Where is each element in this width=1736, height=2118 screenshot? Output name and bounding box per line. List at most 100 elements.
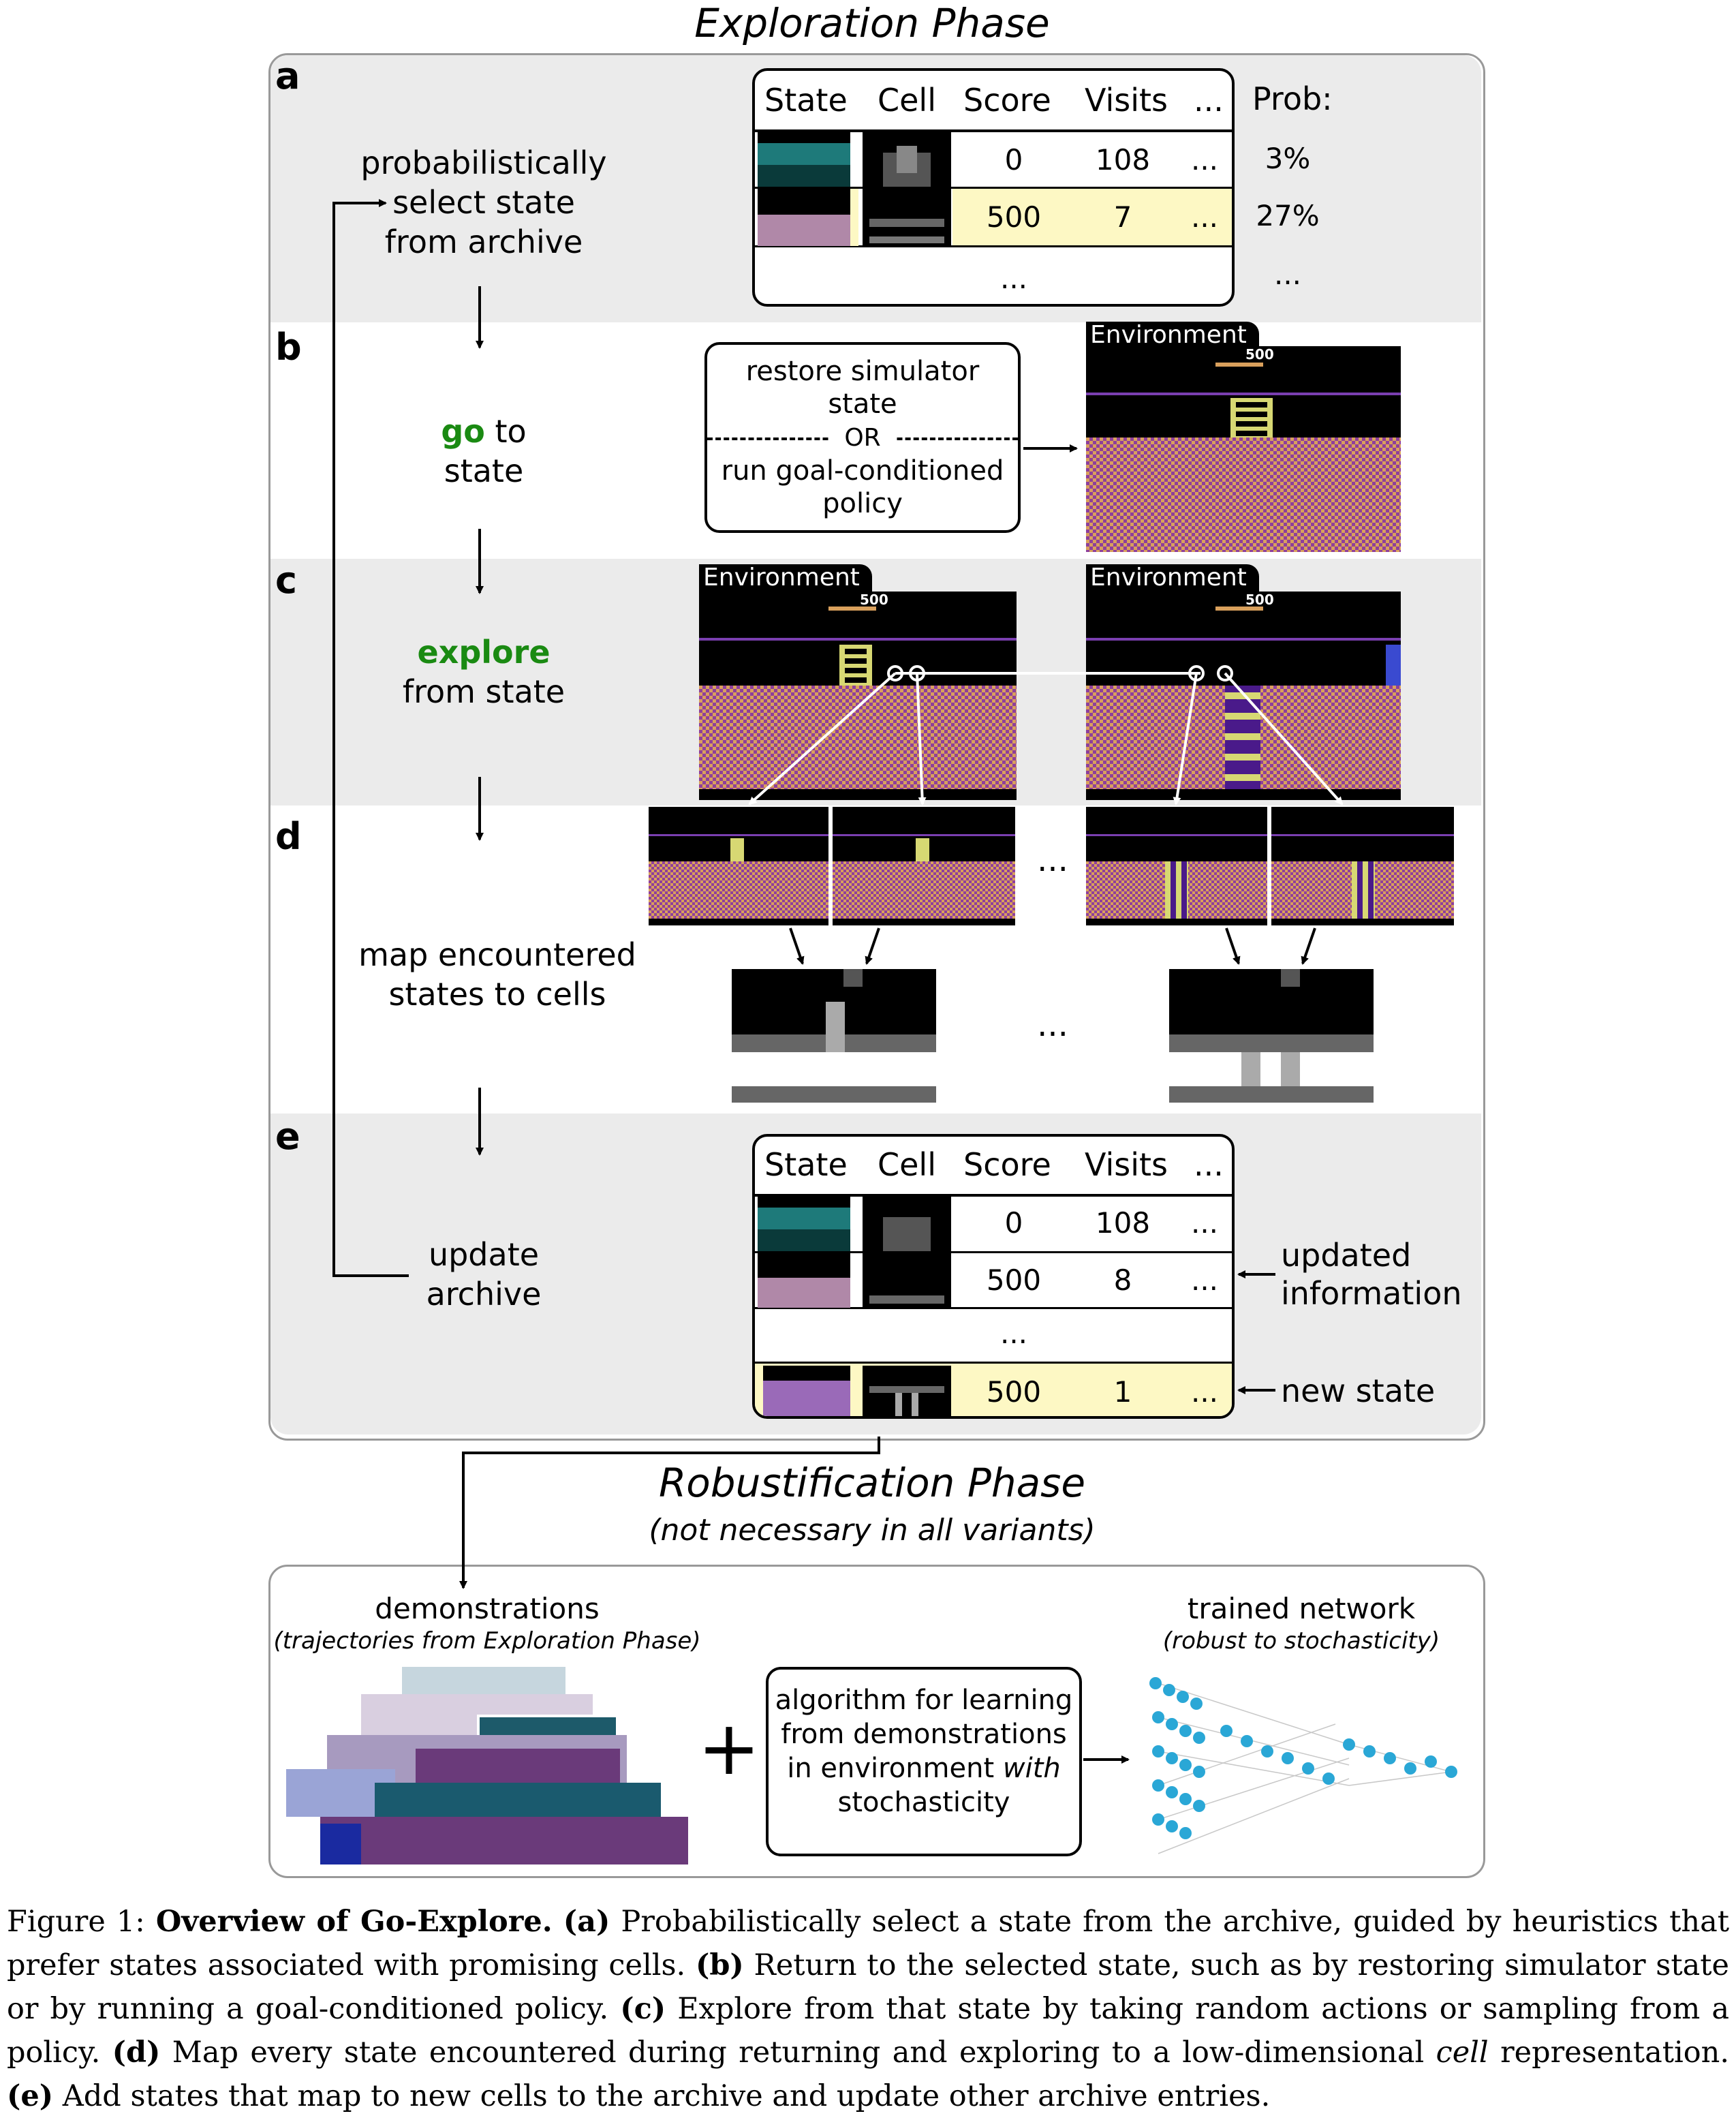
row1-more: ...: [1190, 143, 1219, 176]
explore-branch: [916, 673, 927, 805]
cell-thumbnail: [863, 189, 951, 246]
row3-score: 500: [986, 1375, 1042, 1409]
new-state-note: new state: [1281, 1372, 1436, 1409]
demonstrations-sublabel: (trajectories from Exploration Phase): [273, 1627, 701, 1655]
caption-title: Overview of Go-Explore.: [155, 1905, 553, 1939]
step-letter-a: a: [275, 55, 300, 97]
caption-d-cell: cell: [1436, 2036, 1489, 2070]
demonstrations-collage: [286, 1660, 688, 1867]
loop-arrow: [332, 199, 409, 1277]
algo-line1: algorithm for learning: [775, 1685, 1073, 1716]
explore-node: [1217, 665, 1233, 681]
network-nodes: [1149, 1677, 1457, 1839]
step-a-label: probabilistically select state from arch…: [360, 144, 607, 260]
prob-row2: 27%: [1256, 199, 1320, 232]
row1-visits: 108: [1095, 143, 1151, 176]
header-score: Score: [963, 82, 1051, 119]
state-thumbnail: [758, 1197, 850, 1251]
env-frame-b: 500: [1086, 346, 1401, 552]
cells-ellipsis: ...: [1037, 1006, 1068, 1044]
env-tab-c-left: Environment: [699, 564, 872, 592]
frame-to-cell: [789, 927, 805, 965]
trained-network-label: trained network: [1187, 1592, 1416, 1625]
go-word: go: [441, 413, 485, 450]
table-tail: ...: [999, 262, 1028, 295]
cell-repr-left: [732, 969, 936, 1105]
prob-header: Prob:: [1252, 80, 1333, 117]
header-state: State: [764, 82, 848, 119]
step-letter-b: b: [275, 326, 302, 369]
caption-d-text2: representation.: [1488, 2036, 1730, 2070]
step-letter-e: e: [275, 1115, 300, 1158]
goto-line4: policy: [822, 488, 903, 519]
cell-thumbnail: [863, 1253, 951, 1308]
caption-d-tag: (d): [112, 2036, 161, 2070]
checker-floor: [1086, 438, 1401, 552]
caption-e-tag: (e): [7, 2079, 54, 2113]
cell-thumbnail: [863, 1366, 951, 1416]
explore-node: [887, 665, 903, 681]
row2-visits: 8: [1113, 1263, 1132, 1297]
caption-c-text: Explore from that state by taking random…: [7, 1992, 1729, 2070]
neural-network: [1158, 1683, 1452, 1854]
row1-visits: 108: [1095, 1206, 1151, 1240]
row1-score: 0: [1004, 1206, 1023, 1240]
caption-c-tag: (c): [620, 1992, 666, 2026]
env-tab-c-right: Environment: [1086, 564, 1259, 592]
goto-line3: run goal-conditioned: [721, 455, 1004, 487]
caption-b-text: Return to the selected state, such as by…: [7, 1948, 1730, 2026]
row3-more: ...: [1190, 1375, 1219, 1409]
robustification-subtitle: (not necessary in all variants): [649, 1513, 1096, 1548]
archive-table-e: State Cell Score Visits ... 0 108 ... 50…: [752, 1134, 1235, 1419]
encountered-frame-3: [1086, 807, 1267, 925]
encountered-frame-4: [1271, 807, 1454, 925]
exploration-phase-title: Exploration Phase: [694, 0, 1050, 46]
phase-connector: [459, 1437, 880, 1589]
row2-more: ...: [1190, 1263, 1219, 1297]
table-tail: ...: [999, 1317, 1028, 1350]
demonstrations-label: demonstrations: [375, 1592, 600, 1625]
row1-more: ...: [1190, 1206, 1219, 1240]
encountered-frame-2: [833, 807, 1015, 925]
ladder: [1230, 398, 1273, 440]
trained-network-sublabel: (robust to stochasticity): [1162, 1627, 1440, 1655]
state-thumbnail: [758, 132, 850, 187]
caption-e-text: Add states that map to new cells to the …: [53, 2079, 1271, 2113]
explore-word: explore: [417, 634, 551, 671]
state-thumbnail: [758, 1253, 850, 1308]
row2-visits: 7: [1113, 200, 1132, 234]
goto-line2: state: [828, 388, 897, 420]
row2-more: ...: [1190, 200, 1219, 234]
explore-branch: [1173, 673, 1198, 805]
row3-visits: 1: [1113, 1375, 1132, 1409]
archive-table-a: State Cell Score Visits ... 0 108 ... 50…: [752, 68, 1235, 307]
state-thumbnail: [763, 1366, 850, 1416]
header-more: ...: [1194, 82, 1224, 119]
row2-score: 500: [986, 1263, 1042, 1297]
goto-method-box: restore simulator state OR run goal-cond…: [704, 342, 1021, 533]
header-cell: Cell: [878, 82, 936, 119]
algo-line3: in environment with: [769, 1751, 1079, 1785]
algo-with: with: [1002, 1753, 1061, 1784]
step-letter-d: d: [275, 815, 302, 858]
score-display: 500: [1245, 592, 1274, 608]
go-rest: to state: [444, 413, 527, 489]
checker-floor: [699, 686, 1017, 789]
algo-line3-text: in environment: [787, 1753, 1003, 1784]
score-display: 500: [1245, 346, 1274, 363]
explore-rest: from state: [402, 673, 565, 710]
header-visits: Visits: [1085, 82, 1168, 119]
caption-d-text1: Map every state encountered during retur…: [160, 2036, 1436, 2070]
prob-tail: ...: [1273, 258, 1302, 291]
goto-or: OR: [828, 421, 897, 455]
goto-line1: restore simulator: [745, 356, 980, 387]
step-e-label: update archive: [426, 1236, 542, 1313]
step-b-label: go to state: [347, 412, 620, 491]
cell-thumbnail: [863, 1197, 951, 1251]
figure-caption: Figure 1: Overview of Go-Explore. (a) Pr…: [7, 1900, 1729, 2118]
frame-to-cell: [1225, 927, 1241, 965]
step-c-label: explore from state: [347, 632, 620, 711]
cell-thumbnail: [863, 132, 951, 187]
caption-a-tag: (a): [563, 1905, 610, 1939]
